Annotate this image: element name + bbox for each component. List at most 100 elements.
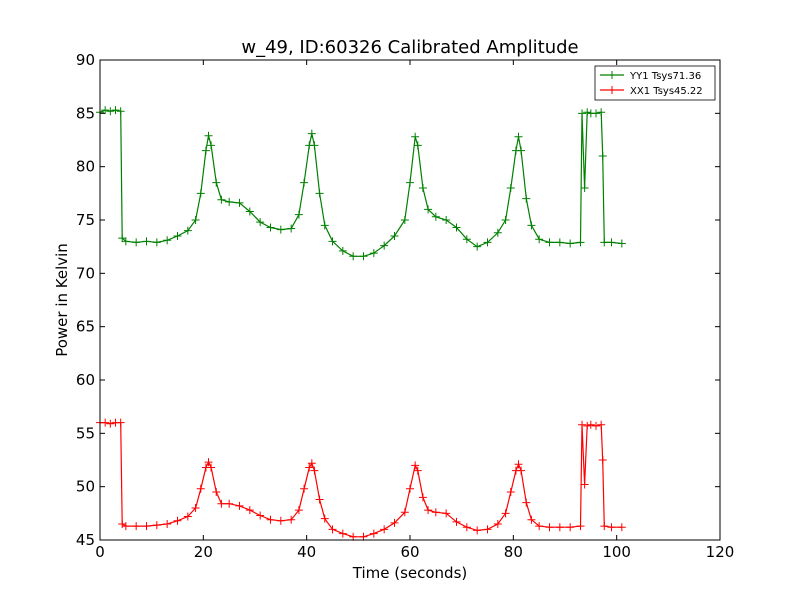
data-point-marker [217, 195, 226, 204]
data-point-marker [142, 522, 151, 531]
data-point-marker [517, 146, 526, 155]
data-point-marker [411, 132, 420, 141]
data-point-marker [132, 522, 141, 531]
y-tick-label: 80 [76, 158, 95, 176]
data-point-marker [276, 225, 285, 234]
data-point-marker [583, 421, 592, 430]
y-tick-label: 45 [76, 531, 95, 549]
data-point-marker [204, 131, 213, 140]
data-point-marker [328, 525, 337, 534]
data-point-marker [580, 184, 589, 192]
data-point-marker [204, 458, 213, 467]
data-point-marker [106, 419, 115, 428]
legend: YY1 Tsys71.36 XX1 Tsys45.22 [594, 65, 716, 101]
data-point-marker [578, 109, 587, 118]
x-tick-label: 120 [706, 543, 735, 561]
data-point-marker [586, 420, 595, 429]
data-point-marker [501, 509, 510, 518]
data-point-marker [191, 216, 200, 224]
data-point-marker [369, 529, 378, 538]
data-point-marker [173, 516, 182, 525]
data-point-marker [506, 488, 515, 496]
legend-entries: YY1 Tsys71.36 XX1 Tsys45.22 [600, 71, 703, 97]
data-point-marker [607, 523, 616, 532]
legend-label: YY1 Tsys71.36 [629, 71, 701, 82]
legend-label: XX1 Tsys45.22 [630, 86, 703, 97]
data-point-marker [349, 252, 358, 261]
data-point-marker [592, 109, 600, 118]
data-point-marker [545, 523, 554, 532]
data-point-marker [320, 221, 329, 230]
data-point-marker [106, 107, 115, 116]
data-point-marker [235, 501, 244, 510]
data-point-marker [566, 239, 575, 248]
data-point-marker [101, 418, 110, 427]
x-tick-label: 100 [602, 543, 631, 561]
legend-marker [608, 71, 616, 79]
data-point-marker [294, 506, 303, 515]
data-point-marker [583, 108, 592, 117]
data-point-marker [349, 532, 358, 541]
data-point-marker [338, 529, 347, 538]
data-point-marker [207, 141, 216, 150]
data-point-marker [163, 520, 172, 528]
data-point-marker [173, 232, 182, 240]
series-line [100, 422, 622, 538]
data-point-marker [517, 466, 526, 475]
x-axis-ticks: 0 20 40 60 80 100 120 [95, 60, 734, 561]
data-point-marker [424, 205, 433, 214]
data-point-marker [315, 189, 324, 198]
data-point-marker [183, 226, 192, 235]
data-point-marker [320, 514, 329, 523]
data-point-marker [452, 223, 461, 232]
series-0 [96, 106, 626, 261]
data-point-marker [245, 207, 254, 216]
data-point-marker [132, 238, 141, 247]
data-point-marker [390, 232, 399, 240]
data-point-marker [217, 499, 226, 508]
legend-box [594, 65, 716, 101]
data-point-marker [118, 520, 127, 528]
data-point-marker [592, 421, 600, 430]
data-point-marker [118, 234, 127, 243]
data-point-marker [442, 509, 451, 518]
data-point-marker [522, 498, 531, 507]
data-point-marker [212, 178, 221, 187]
data-point-marker [580, 480, 589, 489]
data-point-marker [359, 252, 368, 261]
data-point-marker [307, 129, 316, 138]
data-point-marker [300, 484, 309, 493]
data-point-marker [442, 216, 451, 224]
data-point-marker [116, 107, 125, 116]
data-point-marker [406, 484, 414, 493]
data-point-marker [300, 178, 309, 187]
data-point-marker [600, 238, 609, 247]
data-point-marker [535, 522, 544, 531]
data-point-marker [431, 212, 440, 221]
y-tick-label: 75 [76, 211, 95, 229]
y-axis-label: Power in Kelvin [53, 243, 71, 357]
y-tick-label: 85 [76, 104, 95, 122]
data-point-marker [310, 141, 319, 150]
data-point-marker [256, 218, 265, 227]
data-point-marker [617, 523, 626, 532]
data-point-marker [598, 152, 607, 160]
data-point-marker [462, 235, 471, 244]
data-point-marker [152, 238, 161, 247]
data-point-marker [163, 236, 172, 245]
data-point-marker [310, 466, 319, 475]
data-point-marker [101, 106, 110, 115]
data-point-marker [514, 132, 523, 141]
x-tick-label: 0 [95, 543, 105, 561]
data-point-marker [142, 237, 151, 246]
data-point-marker [315, 495, 324, 504]
series-1 [96, 418, 626, 541]
data-point-marker [566, 523, 575, 532]
plot-area [100, 60, 720, 540]
x-tick-label: 20 [194, 543, 213, 561]
data-point-marker [555, 523, 564, 532]
data-point-marker [483, 525, 492, 534]
data-point-marker [501, 216, 510, 224]
data-point-marker [578, 420, 587, 429]
